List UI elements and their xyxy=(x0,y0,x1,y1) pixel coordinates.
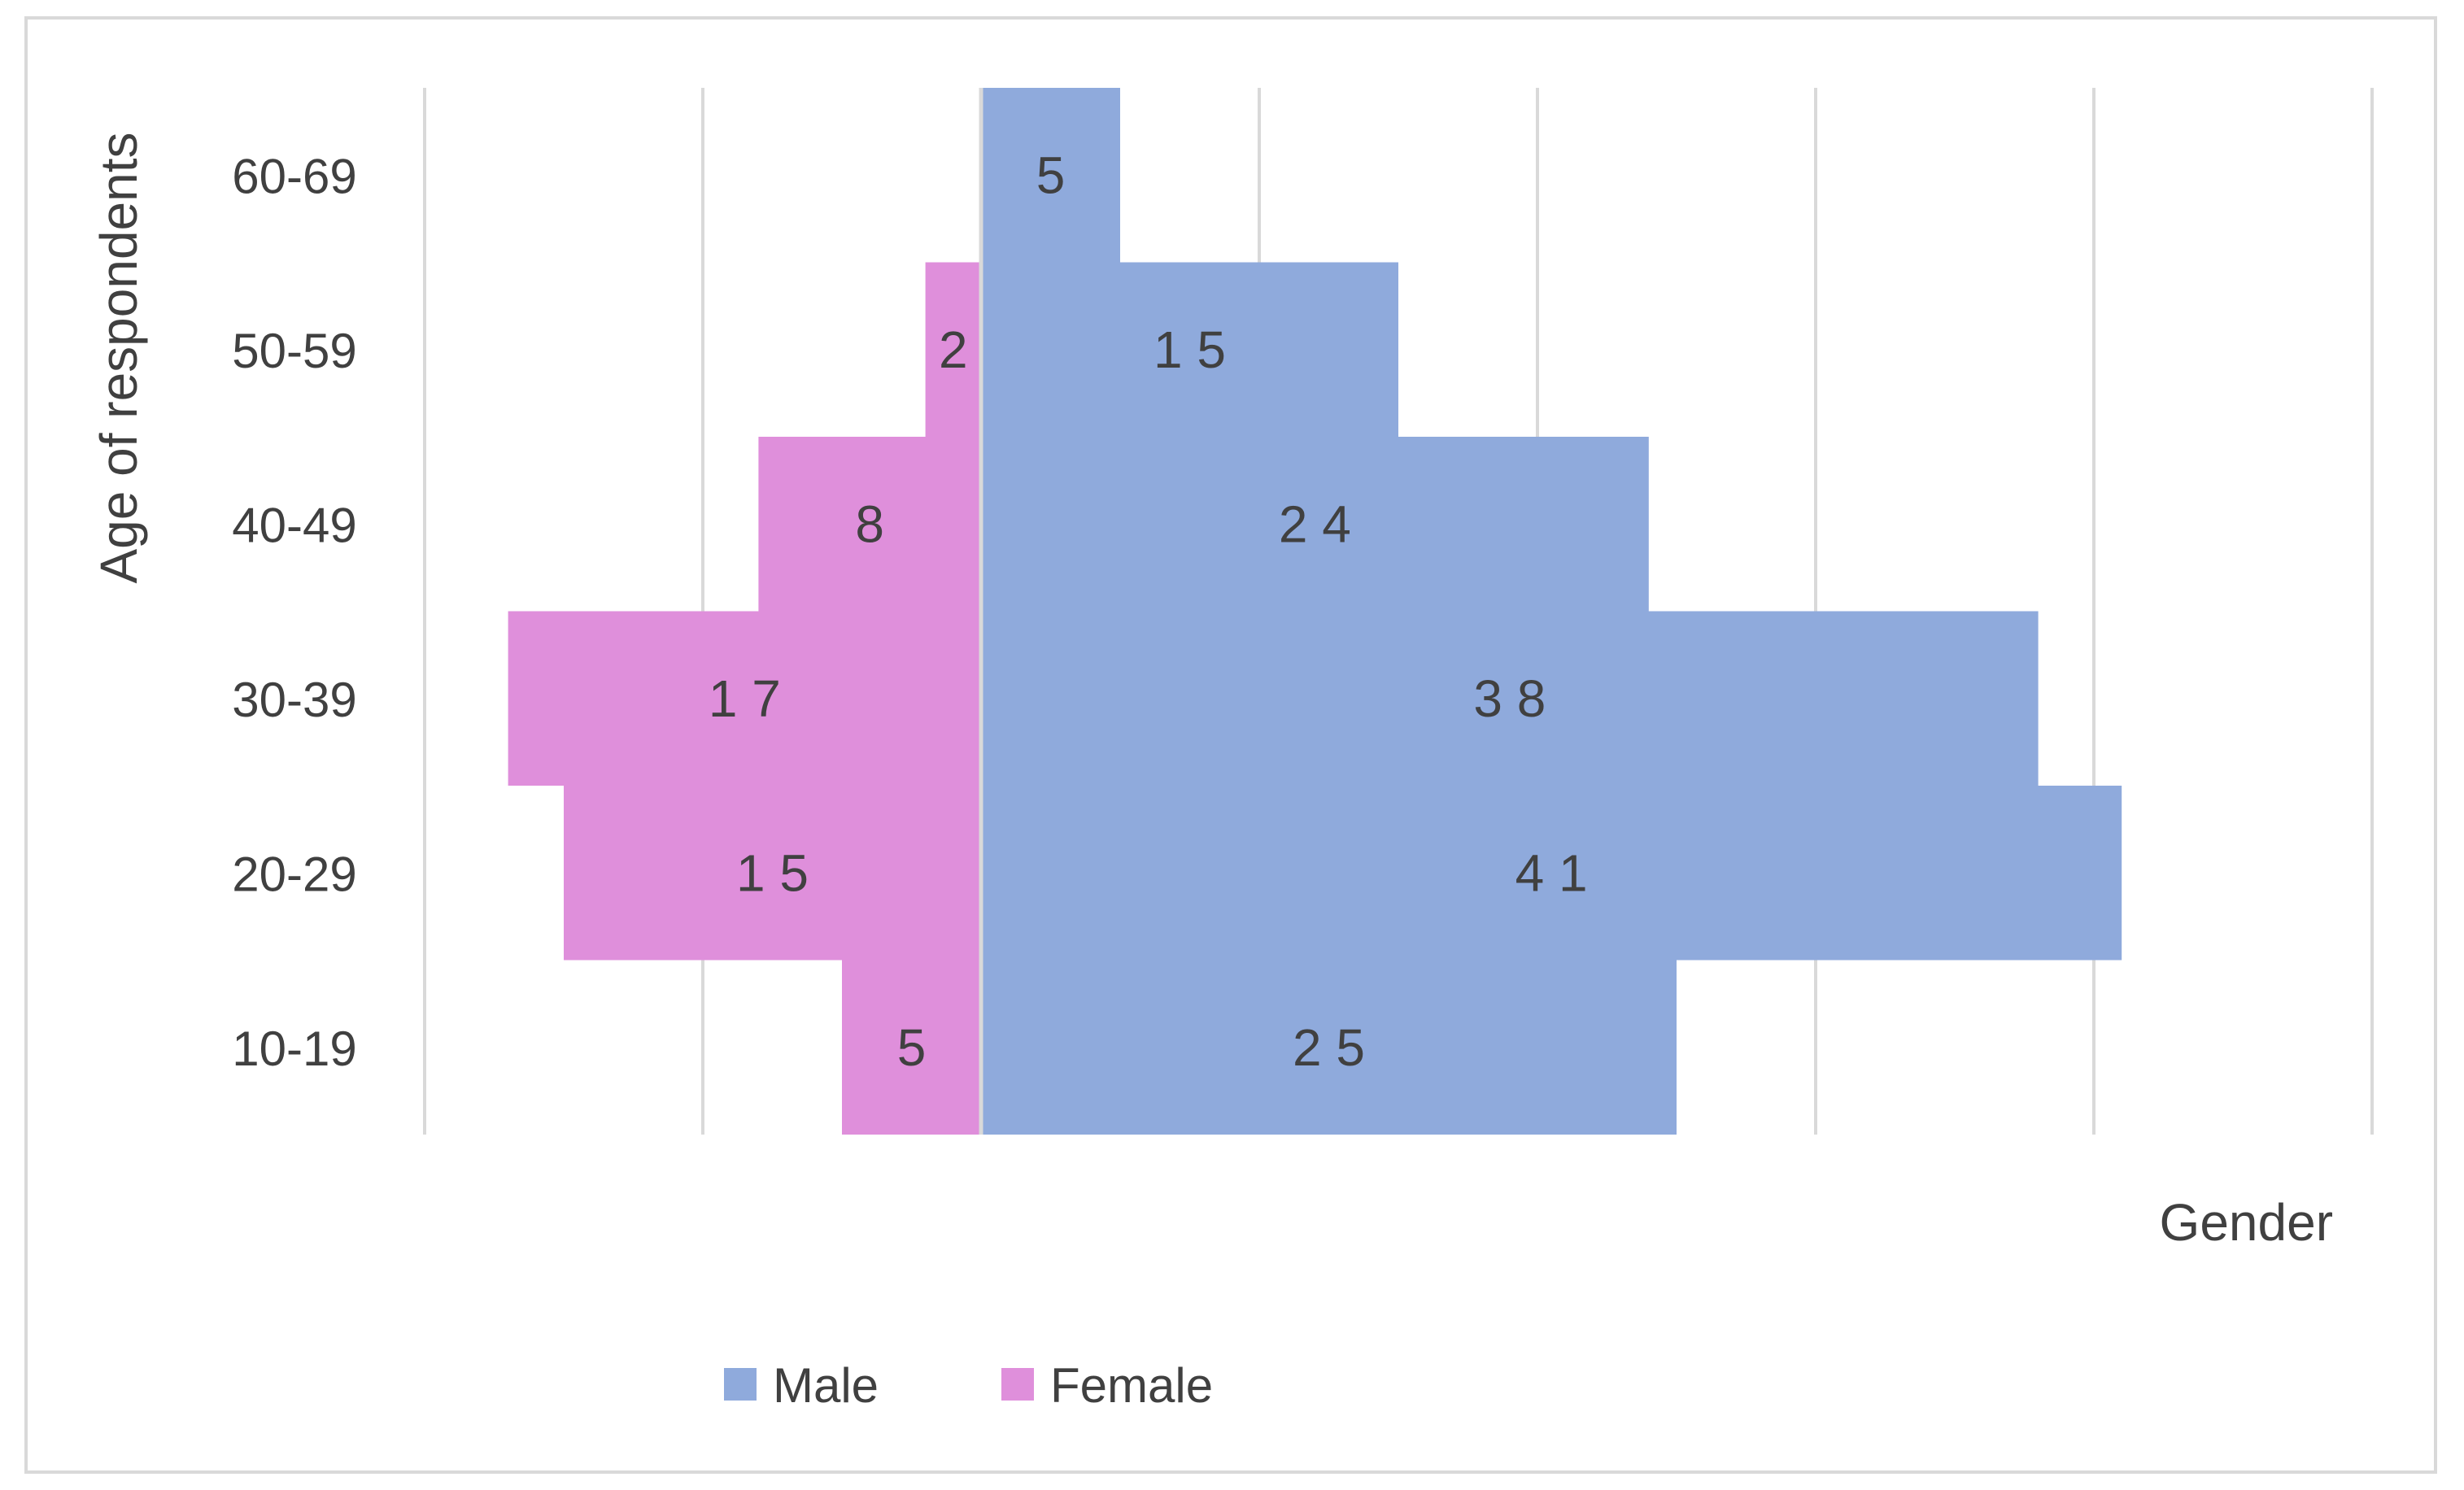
data-label-male-40-49: 2 4 xyxy=(1279,494,1351,553)
category-labels: 10-19 20-29 30-39 40-49 50-59 60-69 xyxy=(232,149,356,1076)
category-label-50-59: 50-59 xyxy=(232,324,356,378)
data-label-female-10-19: 5 xyxy=(897,1018,927,1077)
data-label-male-60-69: 5 xyxy=(1036,146,1066,204)
legend-label-female: Female xyxy=(1050,1358,1213,1413)
bar-female-10-19 xyxy=(842,960,981,1135)
data-label-male-50-59: 1 5 xyxy=(1154,320,1226,379)
bar-female-20-29 xyxy=(564,786,981,961)
category-label-60-69: 60-69 xyxy=(232,149,356,203)
bar-male-30-39 xyxy=(981,611,2039,786)
category-label-20-29: 20-29 xyxy=(232,847,356,901)
bars xyxy=(508,88,2122,1135)
legend: Male Female xyxy=(724,1358,1213,1413)
bar-male-40-49 xyxy=(981,437,1649,612)
category-label-10-19: 10-19 xyxy=(232,1022,356,1076)
bar-female-50-59 xyxy=(925,262,981,437)
data-label-male-10-19: 2 5 xyxy=(1293,1018,1365,1077)
data-label-male-30-39: 3 8 xyxy=(1473,669,1546,728)
data-label-female-50-59: 2 xyxy=(939,320,968,379)
legend-swatch-male xyxy=(724,1368,757,1401)
data-labels: 2 5 4 1 3 8 2 4 1 5 5 5 1 5 1 7 8 2 xyxy=(709,146,1588,1077)
bar-male-20-29 xyxy=(981,786,2122,961)
data-label-female-20-29: 1 5 xyxy=(736,843,809,902)
x-axis-title: Gender xyxy=(2160,1193,2333,1252)
bar-male-50-59 xyxy=(981,262,1398,437)
legend-label-male: Male xyxy=(773,1358,879,1413)
data-label-female-30-39: 1 7 xyxy=(709,669,781,728)
bar-male-10-19 xyxy=(981,960,1677,1135)
data-label-male-20-29: 4 1 xyxy=(1515,843,1588,902)
legend-swatch-female xyxy=(1001,1368,1034,1401)
category-label-30-39: 30-39 xyxy=(232,673,356,727)
category-label-40-49: 40-49 xyxy=(232,498,356,552)
y-axis-title: Age of respondents xyxy=(89,132,148,583)
data-label-female-40-49: 8 xyxy=(855,494,884,553)
bar-male-60-69 xyxy=(981,88,1120,263)
bar-female-30-39 xyxy=(508,611,981,786)
bar-female-40-49 xyxy=(758,437,981,612)
